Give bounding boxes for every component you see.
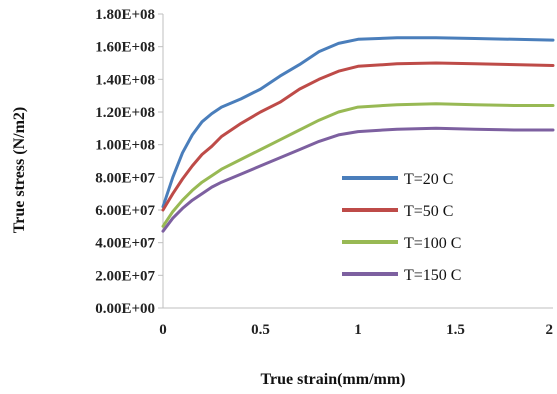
legend-label: T=50 C [404, 203, 453, 220]
axes: 0.00E+00 2.00E+07 4.00E+07 6.00E+07 8.00E+07… [95, 7, 553, 338]
legend-label: T=100 C [404, 235, 461, 252]
legend: T=20 C T=50 C T=100 C T=150 C [342, 171, 461, 284]
series-line-1 [161, 36, 555, 209]
y-tick-label: 1.80E+08 [95, 7, 155, 23]
x-tick-label: 1 [354, 322, 362, 338]
y-tick-label: 1.60E+08 [95, 40, 155, 56]
x-tick-label: 1.5 [446, 322, 465, 338]
x-tick-label: 2 [546, 322, 554, 338]
y-tick-label: 1.20E+08 [95, 105, 155, 121]
y-tick-label: 6.00E+07 [95, 203, 155, 219]
series-line-4 [161, 126, 555, 233]
legend-label: T=20 C [404, 171, 453, 188]
series-line-3 [161, 102, 555, 228]
legend-label: T=150 C [404, 267, 461, 284]
x-tick-label: 0 [159, 322, 167, 338]
y-tick-label: 2.00E+07 [95, 268, 155, 284]
series-lines [161, 36, 555, 233]
y-tick-label: 1.00E+08 [95, 138, 155, 154]
series-line-2 [161, 61, 555, 212]
y-axis-title: True stress (N/m2) [11, 107, 28, 234]
y-tick-label: 1.40E+08 [95, 72, 155, 88]
y-tick-label: 0.00E+00 [95, 301, 155, 317]
y-tick-label: 8.00E+07 [95, 170, 155, 186]
x-axis-title: True strain(mm/mm) [261, 371, 406, 388]
x-tick-label: 0.5 [251, 322, 270, 338]
y-tick-label: 4.00E+07 [95, 236, 155, 252]
